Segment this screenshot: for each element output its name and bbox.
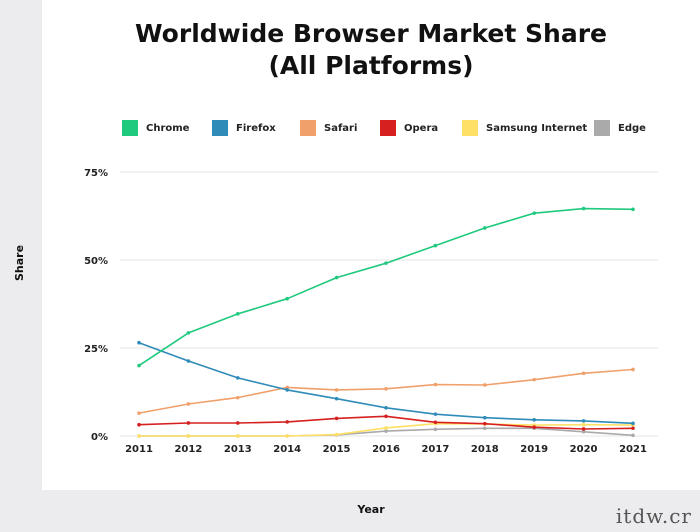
data-point-samsung-internet — [236, 434, 240, 438]
chart-title: Worldwide Browser Market Share (All Plat… — [42, 18, 700, 82]
data-point-chrome — [433, 243, 438, 248]
data-point-samsung-internet — [581, 422, 586, 427]
data-point-chrome — [384, 261, 388, 265]
legend-swatch — [300, 120, 316, 136]
legend-label: Edge — [618, 122, 646, 134]
series-line-firefox — [138, 341, 634, 425]
data-point-safari — [631, 367, 635, 372]
data-point-firefox — [532, 418, 536, 422]
data-point-edge — [483, 426, 487, 431]
x-tick-label: 2014 — [273, 444, 301, 455]
chart-title-line2: (All Platforms) — [268, 51, 474, 80]
data-point-safari — [236, 395, 240, 400]
data-point-firefox — [631, 421, 635, 426]
y-tick-label: 75% — [84, 168, 108, 179]
x-tick-label: 2018 — [471, 444, 499, 455]
data-point-samsung-internet — [285, 434, 290, 438]
legend-swatch — [594, 120, 610, 136]
data-point-samsung-internet — [186, 434, 191, 438]
data-point-chrome — [285, 296, 290, 301]
data-point-opera — [483, 421, 487, 426]
data-point-firefox — [334, 396, 339, 401]
data-point-safari — [334, 388, 339, 392]
data-point-edge — [631, 433, 635, 438]
data-point-firefox — [186, 359, 191, 363]
data-point-chrome — [186, 331, 191, 335]
legend-swatch — [122, 120, 138, 136]
data-point-firefox — [236, 376, 240, 380]
data-point-edge — [433, 427, 438, 432]
data-point-safari — [137, 411, 141, 415]
data-point-opera — [334, 416, 339, 421]
data-point-firefox — [581, 419, 586, 423]
data-point-safari — [581, 371, 586, 376]
data-point-safari — [483, 383, 487, 387]
data-point-chrome — [483, 226, 487, 230]
data-point-safari — [186, 402, 191, 406]
data-point-samsung-internet — [137, 434, 141, 438]
x-tick-label: 2013 — [224, 444, 252, 455]
data-point-chrome — [236, 312, 240, 316]
data-point-firefox — [285, 388, 290, 392]
legend-label: Samsung Internet — [486, 122, 588, 134]
legend-item-safari: Safari — [300, 118, 357, 138]
data-point-samsung-internet — [384, 426, 388, 430]
legend-label: Opera — [404, 122, 439, 134]
x-tick-label: 2019 — [520, 444, 548, 455]
x-tick-label: 2020 — [570, 444, 598, 455]
data-point-opera — [433, 420, 438, 425]
data-point-samsung-internet — [334, 432, 339, 437]
data-point-chrome — [631, 207, 635, 212]
legend-label: Safari — [324, 122, 358, 134]
data-point-firefox — [137, 340, 141, 345]
legend-swatch — [462, 120, 478, 136]
legend-item-chrome: Chrome — [122, 118, 189, 138]
data-point-opera — [285, 420, 290, 424]
data-point-opera — [581, 427, 586, 431]
data-point-chrome — [532, 211, 536, 215]
data-point-opera — [236, 421, 240, 425]
legend-item-edge: Edge — [594, 118, 646, 138]
data-point-firefox — [384, 406, 388, 410]
data-point-edge — [581, 429, 586, 434]
data-point-chrome — [334, 275, 339, 280]
data-point-chrome — [137, 363, 141, 368]
y-tick-label: 50% — [84, 256, 108, 267]
data-point-opera — [137, 422, 141, 427]
series-line-chrome — [138, 207, 634, 367]
data-point-opera — [186, 421, 191, 425]
x-axis-label: Year — [357, 503, 385, 516]
chart-title-line1: Worldwide Browser Market Share — [135, 19, 607, 48]
x-tick-label: 2017 — [421, 444, 449, 455]
legend: Chrome Firefox Safari Opera Samsung Internet… — [42, 118, 700, 138]
data-point-opera — [384, 414, 388, 419]
data-point-safari — [433, 382, 438, 387]
x-tick-label: 2011 — [125, 444, 153, 455]
legend-swatch — [380, 120, 396, 136]
legend-swatch — [212, 120, 228, 136]
legend-label: Firefox — [236, 122, 276, 134]
y-tick-label: 25% — [84, 344, 108, 355]
data-point-edge — [384, 429, 388, 433]
x-tick-label: 2021 — [619, 444, 647, 455]
data-point-opera — [532, 425, 536, 430]
data-point-firefox — [483, 415, 487, 420]
x-tick-label: 2016 — [372, 444, 400, 455]
watermark: itdw.cr — [615, 504, 692, 528]
x-tick-label: 2015 — [323, 444, 351, 455]
legend-label: Chrome — [146, 122, 190, 134]
data-point-firefox — [433, 412, 438, 416]
data-point-chrome — [581, 206, 586, 211]
data-point-opera — [631, 426, 635, 431]
legend-item-opera: Opera — [380, 118, 438, 138]
legend-item-samsung-internet: Samsung Internet — [462, 118, 587, 138]
x-tick-label: 2012 — [174, 444, 202, 455]
data-point-safari — [285, 385, 290, 390]
legend-item-firefox: Firefox — [212, 118, 276, 138]
y-tick-label: 0% — [91, 432, 108, 443]
data-point-safari — [532, 377, 536, 382]
data-point-safari — [384, 387, 388, 391]
chart-panel — [42, 0, 700, 490]
